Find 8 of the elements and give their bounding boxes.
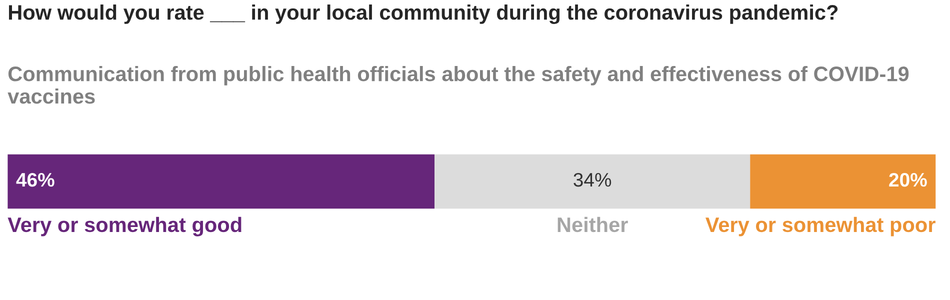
series-label: Very or somewhat good bbox=[8, 216, 242, 236]
chart-title: How would you rate ___ in your local community during the coronavirus pandemic? bbox=[8, 4, 838, 24]
data-label: 46% bbox=[16, 172, 54, 187]
data-label: 20% bbox=[889, 172, 927, 187]
data-label: 34% bbox=[574, 172, 612, 187]
series-label: Very or somewhat poor bbox=[706, 216, 936, 236]
series-label: Neither bbox=[558, 216, 628, 232]
chart-subtitle: Communication from public health officials about the safety and effectiveness of COVID-19 vaccines bbox=[8, 66, 909, 104]
